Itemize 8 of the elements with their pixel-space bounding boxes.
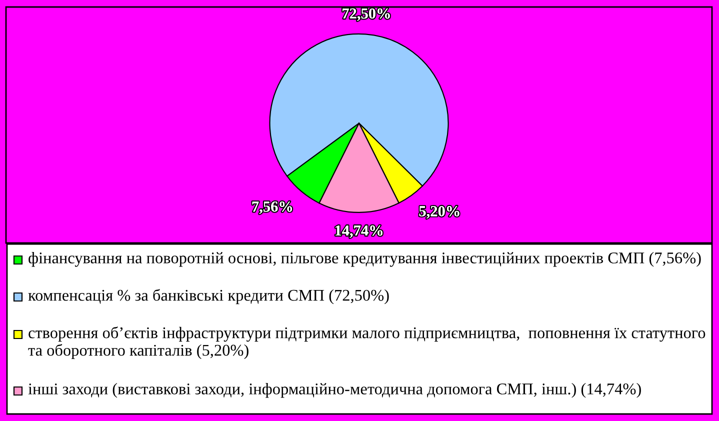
legend-label: інші заходи (виставкові заходи, інформаційно-методична допомога СМП, інш.) (14,74%) <box>28 383 641 398</box>
data-label: 14,74% <box>335 225 382 238</box>
legend-label: фінансування на поворотній основі, пільгове кредитування інвестиційних проектів СМП (7,56%) <box>28 252 701 267</box>
legend-label: компенсація % за банківські кредити СМП (72,50%) <box>28 289 389 304</box>
data-label: 7,56% <box>252 201 292 214</box>
data-label: 5,20% <box>419 206 460 219</box>
legend-label: створення об’єктів інфраструктури підтримки малого підприємництва, поповнення їх статутного та оборотного капіталів (5,20%) <box>28 326 706 360</box>
data-label: 72,50% <box>342 8 390 21</box>
